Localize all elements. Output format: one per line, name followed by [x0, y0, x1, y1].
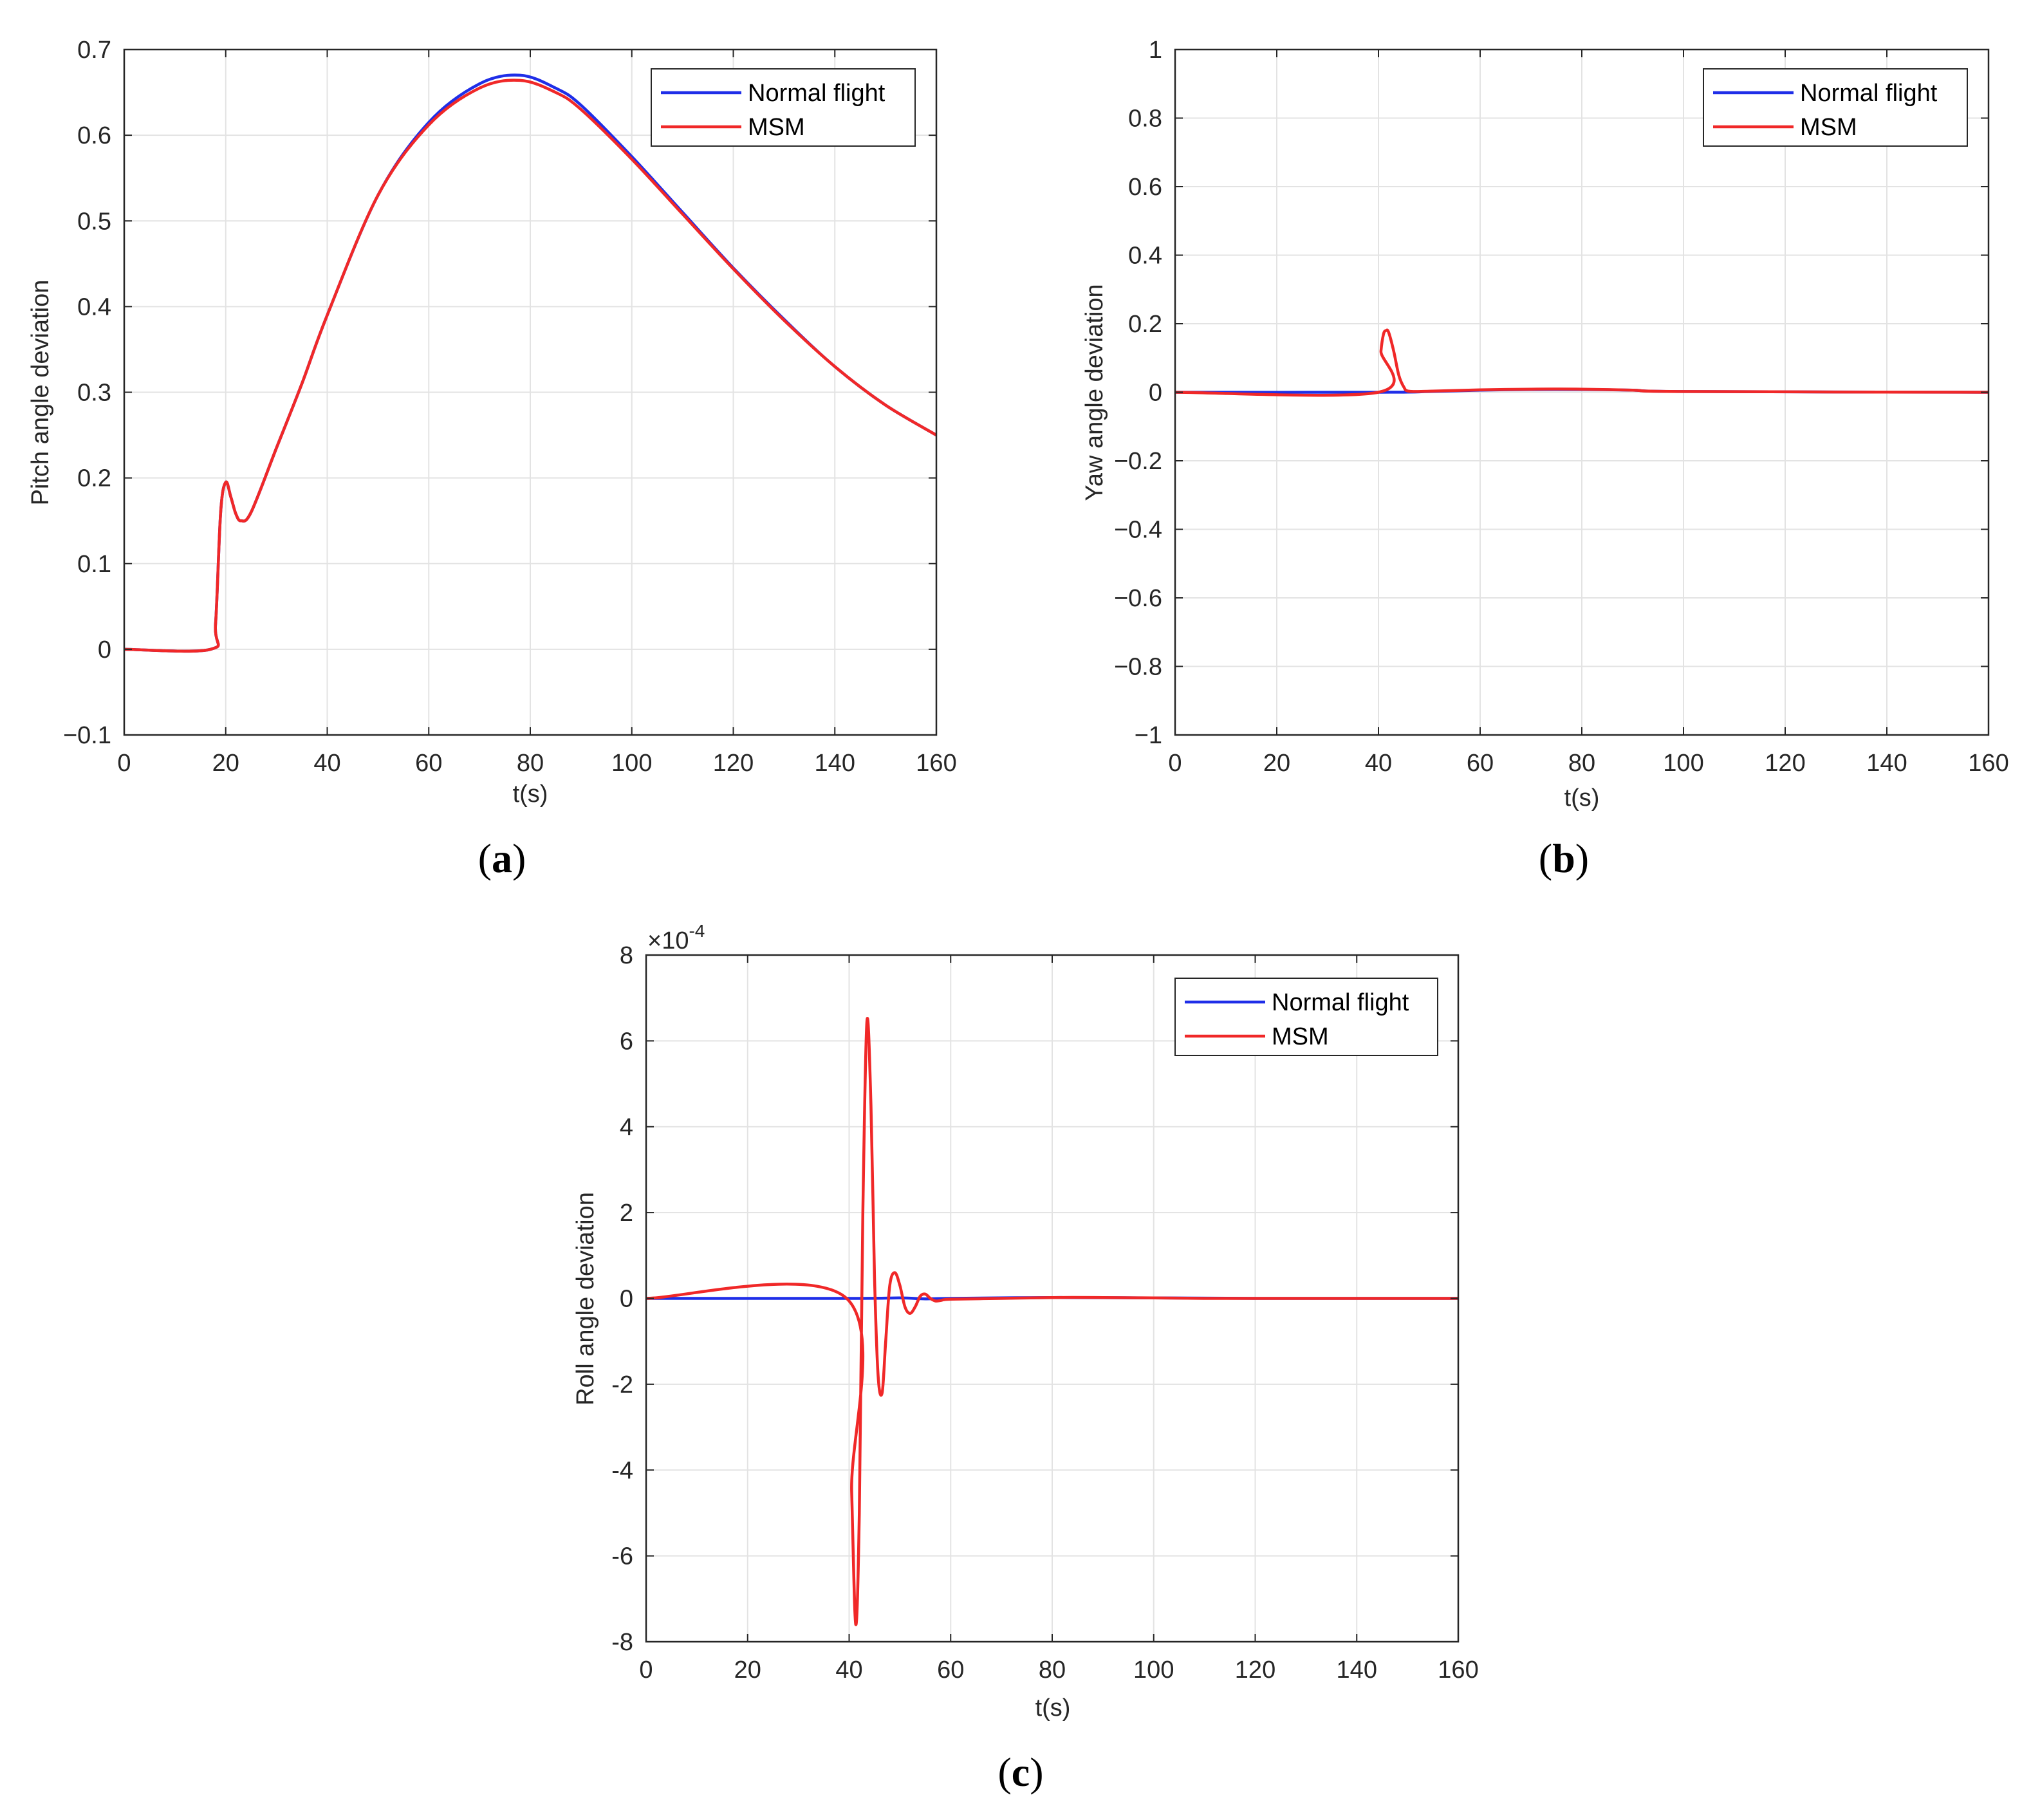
- caption-letter-b: b: [1552, 835, 1575, 881]
- x-axis-label-c: t(s): [1035, 1695, 1071, 1722]
- y-tick-label-b-1: −0.8: [1114, 654, 1162, 681]
- legend-label-msm-c: MSM: [1272, 1023, 1329, 1050]
- series-line-msm-b: [1174, 328, 1989, 397]
- x-tick-label-b-6: 120: [1765, 750, 1805, 777]
- x-axis-label-a: t(s): [513, 781, 548, 808]
- x-tick-label-c-1: 20: [734, 1657, 761, 1684]
- caption-letter-c: c: [1012, 1749, 1030, 1795]
- series-b: [1174, 328, 1989, 397]
- grid-a: [124, 50, 936, 735]
- y-tick-label-b-5: 0: [1149, 380, 1162, 407]
- ticks-a: 0 20 40 60 80 100 120 140 160−0.100.10.20.30.40.…: [63, 37, 957, 777]
- y-tick-label-a-1: 0: [98, 636, 111, 664]
- ticks-b: 0 20 40 60 80 100 120 140 160 −1 −0.8 −0.6 −0.4 −0.2 0…: [1114, 37, 2009, 777]
- panel-b-yaw: 0 20 40 60 80 100 120 140 160 −1 −0.8 −0.6 −0.4 −0.2 0…: [1081, 37, 2009, 881]
- y-tick-label-c-4: 0: [620, 1286, 633, 1313]
- y-axis-label-c: Roll angle deviation: [572, 1192, 599, 1406]
- x-tick-label-b-8: 160: [1968, 750, 2008, 777]
- legend-box-c: [1174, 978, 1438, 1056]
- x-tick-label-c-8: 160: [1438, 1657, 1478, 1684]
- y-tick-label-a-5: 0.4: [77, 293, 111, 320]
- x-tick-label-a-6: 120: [713, 750, 754, 777]
- x-tick-label-c-7: 140: [1337, 1657, 1377, 1684]
- series-line-msm-a: [124, 79, 938, 653]
- x-tick-label-c-3: 60: [937, 1657, 964, 1684]
- x-tick-label-c-2: 40: [835, 1657, 862, 1684]
- x-tick-label-c-4: 80: [1039, 1657, 1066, 1684]
- y-tick-label-c-6: 4: [620, 1114, 633, 1141]
- y-tick-label-b-6: 0.2: [1128, 311, 1162, 338]
- ticks-c: 0 20 40 60 80 100 120 140 160 -8 -6 -4 -2 0 2 4 6 8: [611, 942, 1479, 1684]
- y-tick-label-c-3: -2: [611, 1371, 633, 1398]
- legend-box-a: [651, 68, 916, 147]
- x-tick-label-c-5: 100: [1133, 1657, 1174, 1684]
- legend-label-normal-c: Normal flight: [1272, 989, 1409, 1016]
- x-tick-label-b-4: 80: [1568, 750, 1595, 777]
- series-a: [124, 73, 938, 653]
- y-axis-label-b: Yaw angle deviation: [1081, 284, 1108, 501]
- y-tick-label-b-2: −0.6: [1114, 585, 1162, 612]
- y-scale-factor-c: ×10-4: [647, 921, 705, 954]
- y-tick-label-c-5: 2: [620, 1200, 633, 1227]
- y-tick-label-a-2: 0.1: [77, 551, 111, 578]
- x-tick-label-b-0: 0: [1168, 750, 1182, 777]
- legend-label-msm-b: MSM: [1800, 114, 1857, 141]
- x-tick-label-b-7: 140: [1866, 750, 1907, 777]
- y-tick-label-c-8: 8: [620, 942, 633, 969]
- legend-label-normal-b: Normal flight: [1800, 80, 1938, 107]
- x-tick-label-a-8: 160: [916, 750, 956, 777]
- caption-a: (a): [478, 835, 526, 881]
- y-tick-label-a-0: −0.1: [63, 722, 111, 749]
- y-tick-label-b-10: 1: [1149, 37, 1162, 64]
- y-tick-label-b-4: −0.2: [1114, 448, 1162, 475]
- x-tick-label-a-1: 20: [212, 750, 239, 777]
- y-tick-label-c-7: 6: [620, 1028, 633, 1055]
- y-tick-label-b-3: −0.4: [1114, 517, 1162, 544]
- x-tick-label-a-0: 0: [117, 750, 131, 777]
- caption-b: (b): [1539, 835, 1589, 881]
- x-tick-label-b-5: 100: [1663, 750, 1703, 777]
- y-tick-label-c-0: -8: [611, 1629, 633, 1656]
- x-tick-label-c-6: 120: [1235, 1657, 1275, 1684]
- legend-a: Normal flight MSM: [651, 68, 916, 147]
- x-tick-label-a-2: 40: [313, 750, 340, 777]
- y-tick-label-a-8: 0.7: [77, 37, 111, 64]
- legend-b: Normal flight MSM: [1703, 68, 1968, 147]
- x-tick-label-a-4: 80: [517, 750, 544, 777]
- legend-label-msm-a: MSM: [748, 114, 805, 141]
- x-tick-label-b-3: 60: [1467, 750, 1494, 777]
- y-axis-label-a: Pitch angle deviation: [27, 280, 54, 506]
- caption-c: (c): [997, 1749, 1043, 1795]
- y-tick-label-a-4: 0.3: [77, 380, 111, 407]
- legend-c: Normal flight MSM: [1174, 978, 1438, 1056]
- x-tick-label-b-1: 20: [1263, 750, 1290, 777]
- x-axis-label-b: t(s): [1564, 785, 1600, 812]
- y-tick-label-b-8: 0.6: [1128, 174, 1162, 201]
- series-c: [645, 1017, 1458, 1626]
- y-tick-label-b-7: 0.4: [1128, 243, 1162, 270]
- x-tick-label-c-0: 0: [639, 1657, 653, 1684]
- panel-a-pitch: 0 20 40 60 80 100 120 140 160−0.100.10.20.30.40.…: [27, 37, 957, 881]
- x-tick-label-a-7: 140: [815, 750, 855, 777]
- y-tick-label-c-2: -4: [611, 1457, 633, 1484]
- y-tick-label-b-9: 0.8: [1128, 106, 1162, 133]
- caption-letter-a: a: [492, 835, 512, 881]
- x-tick-label-a-5: 100: [611, 750, 652, 777]
- y-tick-label-a-3: 0.2: [77, 465, 111, 492]
- x-tick-label-b-2: 40: [1365, 750, 1392, 777]
- y-tick-label-a-7: 0.6: [77, 122, 111, 149]
- y-tick-label-a-6: 0.5: [77, 208, 111, 235]
- y-tick-label-c-1: -6: [611, 1543, 633, 1570]
- series-line-msm-c: [645, 1017, 1458, 1626]
- scale-base-c: ×10: [647, 927, 689, 954]
- y-tick-label-b-0: −1: [1135, 722, 1162, 749]
- legend-label-normal-a: Normal flight: [748, 80, 886, 107]
- x-tick-label-a-3: 60: [415, 750, 442, 777]
- scale-exponent-c: -4: [689, 921, 705, 941]
- legend-box-b: [1703, 68, 1968, 147]
